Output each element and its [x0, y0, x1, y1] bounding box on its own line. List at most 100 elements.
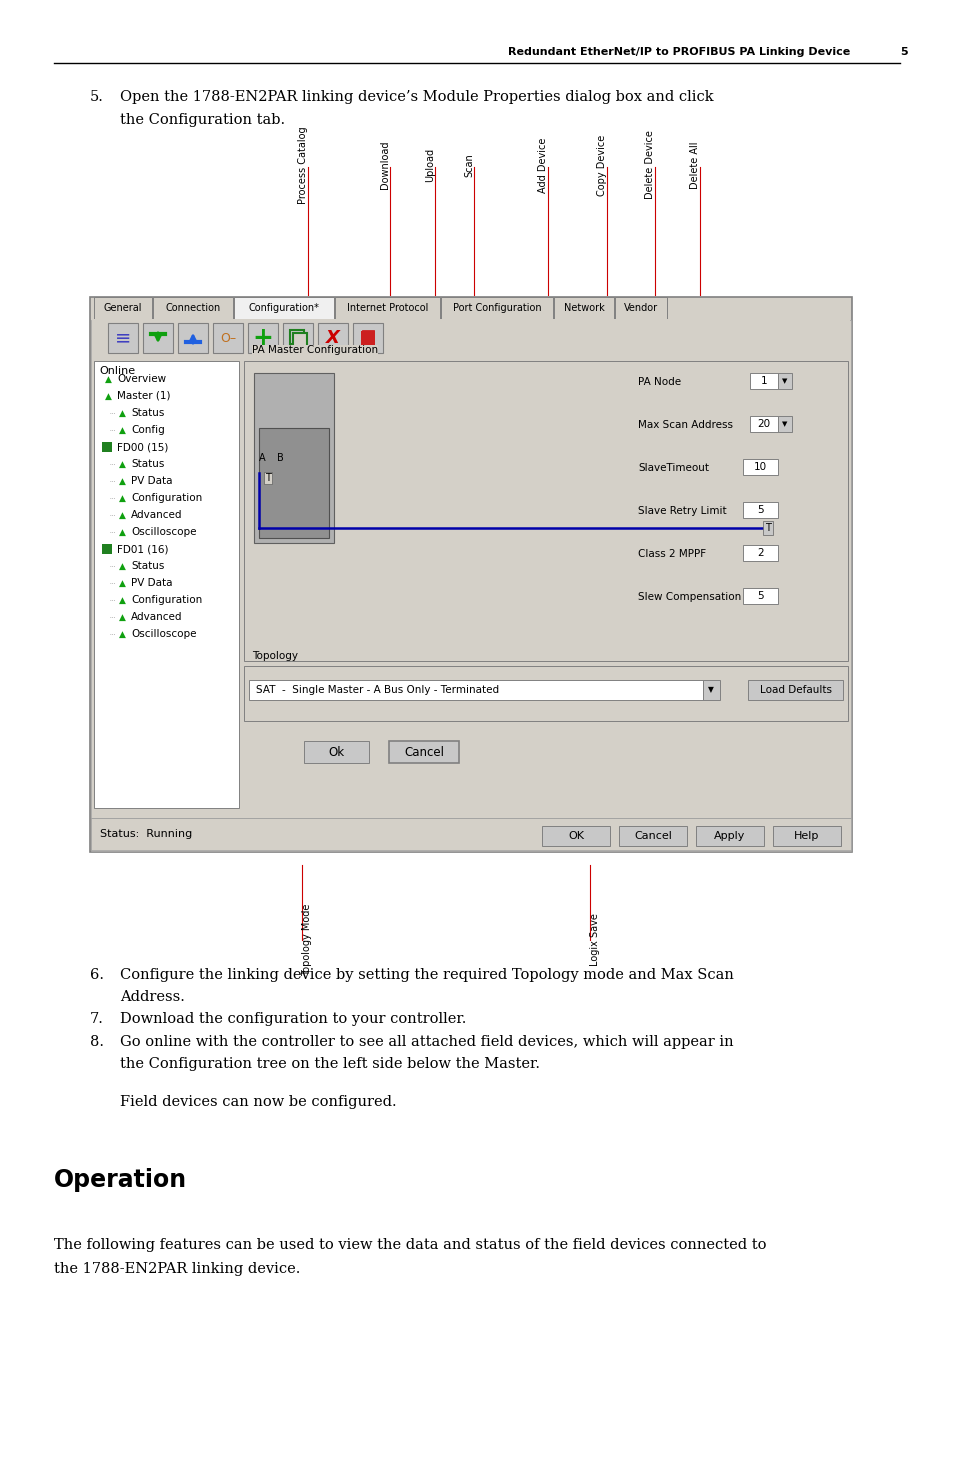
Text: Cancel: Cancel: [403, 745, 443, 758]
Text: Ok: Ok: [328, 745, 344, 758]
Text: 5: 5: [757, 504, 763, 515]
Bar: [541, 826, 609, 847]
Bar: [94, 361, 239, 808]
Text: Class 2 MPPF: Class 2 MPPF: [638, 549, 705, 559]
Text: Apply: Apply: [714, 830, 745, 841]
Text: ▲: ▲: [118, 476, 125, 485]
Text: FD01 (16): FD01 (16): [117, 544, 169, 555]
Text: Internet Protocol: Internet Protocol: [347, 302, 428, 313]
Text: ▲: ▲: [118, 528, 125, 537]
Text: Help: Help: [794, 830, 819, 841]
Text: ▲: ▲: [118, 562, 125, 571]
Bar: [178, 323, 208, 353]
Text: Topology Mode: Topology Mode: [302, 904, 312, 976]
Text: PA Node: PA Node: [638, 378, 680, 386]
Text: 1: 1: [760, 376, 766, 386]
Text: Slew Compensation: Slew Compensation: [638, 591, 740, 602]
Text: Cancel: Cancel: [634, 830, 671, 841]
Bar: [90, 296, 851, 853]
Text: Topology: Topology: [252, 650, 297, 661]
Bar: [152, 296, 233, 319]
Text: 5: 5: [757, 591, 763, 600]
Bar: [772, 826, 841, 847]
Text: Advanced: Advanced: [131, 612, 182, 622]
Bar: [778, 373, 791, 389]
Text: Network: Network: [563, 302, 604, 313]
Text: Download: Download: [379, 140, 390, 189]
Text: The following features can be used to view the data and status of the field devi: The following features can be used to vi…: [54, 1238, 765, 1252]
Text: 5.: 5.: [90, 90, 104, 105]
Bar: [335, 296, 439, 319]
Text: the Configuration tree on the left side below the Master.: the Configuration tree on the left side …: [120, 1058, 539, 1071]
Bar: [244, 667, 847, 721]
Text: ▼: ▼: [781, 378, 787, 384]
Text: Configuration*: Configuration*: [249, 302, 319, 313]
Text: Copy Device: Copy Device: [597, 134, 606, 196]
Text: Advanced: Advanced: [131, 510, 182, 521]
Text: Download the configuration to your controller.: Download the configuration to your contr…: [120, 1012, 466, 1027]
Bar: [353, 323, 382, 353]
Bar: [91, 319, 849, 357]
Text: 20: 20: [757, 419, 770, 429]
Text: PV Data: PV Data: [131, 476, 172, 485]
Text: the 1788-EN2PAR linking device.: the 1788-EN2PAR linking device.: [54, 1263, 300, 1276]
Bar: [618, 826, 686, 847]
Text: Add Device: Add Device: [537, 137, 547, 193]
Text: Go online with the controller to see all attached field devices, which will appe: Go online with the controller to see all…: [120, 1035, 733, 1049]
Bar: [108, 323, 138, 353]
Text: Delete All: Delete All: [689, 142, 700, 189]
Text: OK: OK: [567, 830, 583, 841]
Text: Upload: Upload: [424, 148, 435, 181]
Bar: [244, 361, 847, 661]
Bar: [778, 416, 791, 432]
Text: Overview: Overview: [117, 375, 166, 384]
Bar: [91, 819, 850, 850]
Bar: [749, 416, 778, 432]
Text: ▲: ▲: [118, 612, 125, 621]
Bar: [233, 296, 334, 319]
Text: 5: 5: [899, 47, 906, 58]
Text: ▲: ▲: [105, 391, 112, 401]
Text: ▲: ▲: [118, 425, 125, 435]
Text: Process Catalog: Process Catalog: [297, 127, 308, 204]
Text: Max Scan Address: Max Scan Address: [638, 420, 732, 431]
Text: 6.: 6.: [90, 968, 104, 982]
Text: Vendor: Vendor: [623, 302, 658, 313]
Text: T: T: [265, 473, 271, 482]
Bar: [554, 296, 614, 319]
Text: ≡: ≡: [114, 329, 132, 348]
Text: ▲: ▲: [118, 460, 125, 469]
Bar: [253, 373, 334, 543]
Text: ▲: ▲: [118, 510, 125, 519]
Text: ▲: ▲: [118, 409, 125, 417]
Text: Online: Online: [99, 366, 135, 376]
Bar: [258, 428, 329, 538]
Text: ▼: ▼: [707, 686, 713, 695]
Text: Config: Config: [131, 425, 165, 435]
Text: O–: O–: [220, 332, 235, 345]
Bar: [615, 296, 666, 319]
Text: Connection: Connection: [165, 302, 220, 313]
Bar: [248, 323, 277, 353]
Text: ▲: ▲: [118, 494, 125, 503]
Text: FD00 (15): FD00 (15): [117, 442, 168, 451]
Bar: [440, 296, 553, 319]
Bar: [94, 296, 152, 319]
Text: SAT  -  Single Master - A Bus Only - Terminated: SAT - Single Master - A Bus Only - Termi…: [255, 684, 498, 695]
Bar: [747, 680, 842, 701]
Text: Load Defaults: Load Defaults: [760, 684, 831, 695]
Text: Status: Status: [131, 560, 164, 571]
Bar: [749, 373, 778, 389]
Bar: [290, 330, 304, 344]
Text: Master (1): Master (1): [117, 391, 171, 401]
Text: SlaveTimeout: SlaveTimeout: [638, 463, 708, 473]
Text: Configuration: Configuration: [131, 594, 202, 605]
Text: PA Master Configuration: PA Master Configuration: [252, 345, 377, 355]
Bar: [702, 680, 720, 701]
Text: T: T: [764, 524, 770, 532]
Text: Status: Status: [131, 409, 164, 417]
Text: General: General: [104, 302, 142, 313]
Bar: [283, 323, 313, 353]
Text: PV Data: PV Data: [131, 578, 172, 589]
Text: ▲: ▲: [118, 578, 125, 587]
